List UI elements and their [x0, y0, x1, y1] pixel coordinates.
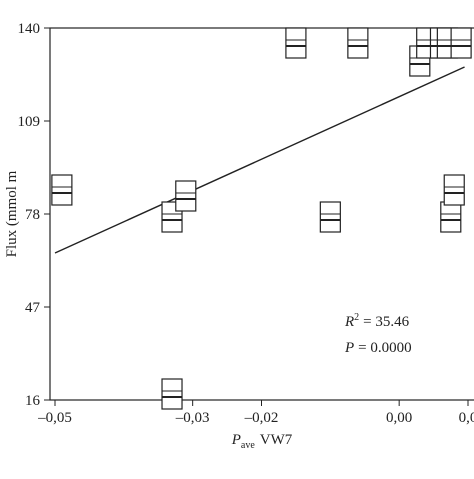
p-text: = 0.0000	[358, 340, 411, 356]
box-marker	[285, 27, 307, 59]
r2-superscript: 2	[354, 312, 359, 323]
marker-box	[285, 27, 307, 59]
box-marker	[319, 201, 341, 233]
box-marker	[161, 378, 183, 410]
y-axis-label: Flux (mmol m	[4, 170, 20, 257]
r2-symbol: R	[344, 314, 354, 330]
annotation-r2: R2 = 35.46	[344, 312, 410, 330]
x-tick-label: –0,05	[37, 410, 72, 426]
y-tick-label: 78	[25, 207, 40, 223]
box-marker	[443, 174, 465, 206]
x-tick-label: 0,0	[459, 410, 474, 426]
marker-box	[443, 174, 465, 206]
box-marker	[440, 201, 462, 233]
x-tick-label: –0,02	[244, 410, 279, 426]
marker-box	[347, 27, 369, 59]
x-label-text: VW7	[260, 432, 293, 448]
x-tick-label: –0,03	[175, 410, 210, 426]
marker-box	[51, 174, 73, 206]
marker-box	[319, 201, 341, 233]
fit-line	[54, 66, 465, 254]
x-label-symbol: P	[231, 432, 241, 448]
x-tick-label: 0,00	[386, 410, 412, 426]
x-label-subscript: ave	[241, 440, 255, 451]
y-tick-label: 140	[18, 21, 41, 37]
box-marker	[450, 27, 472, 59]
box-marker	[175, 180, 197, 212]
p-symbol: P	[344, 340, 354, 356]
y-tick-label: 47	[25, 300, 41, 316]
box-marker	[51, 174, 73, 206]
x-axis-label: Pave VW7	[231, 432, 293, 451]
r2-text: = 35.46	[363, 314, 409, 330]
marker-box	[175, 180, 197, 212]
y-tick-label: 16	[25, 393, 41, 409]
box-marker	[347, 27, 369, 59]
marker-box	[440, 201, 462, 233]
y-tick-label: 109	[18, 114, 41, 130]
marker-box	[450, 27, 472, 59]
annotation-p: P = 0.0000	[344, 340, 412, 356]
marker-box	[161, 378, 183, 410]
